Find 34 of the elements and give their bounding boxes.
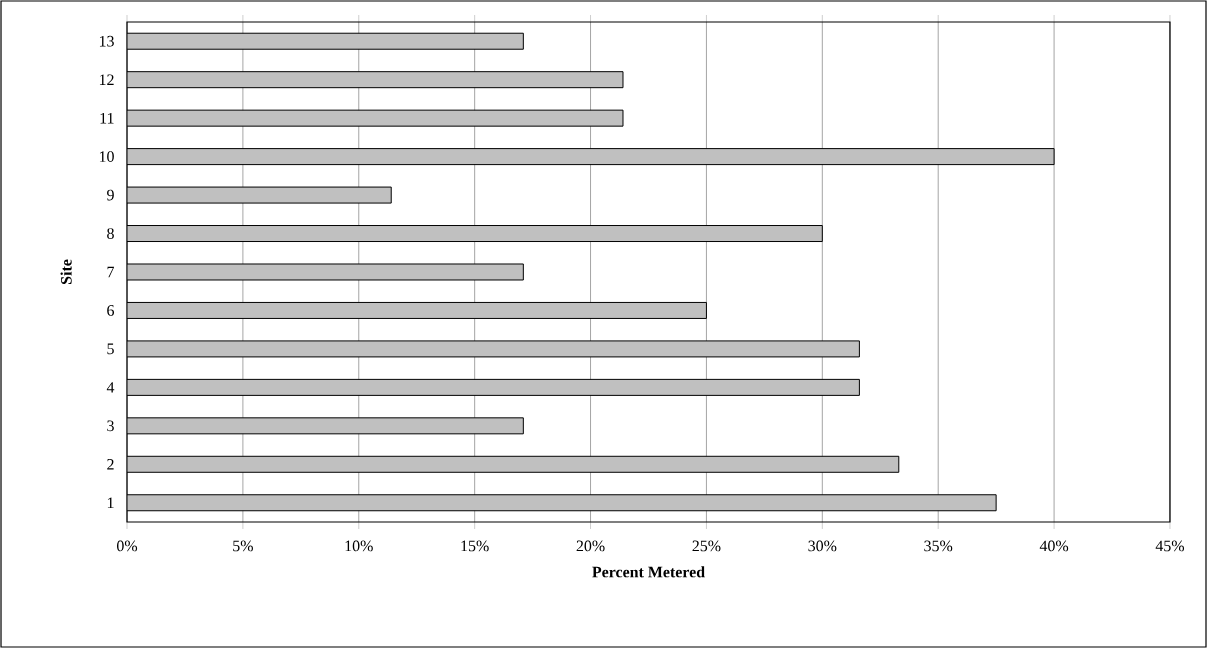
y-axis-title: Site [60, 259, 72, 284]
bar [127, 71, 624, 89]
bar [127, 417, 524, 435]
bar [127, 32, 524, 50]
y-tick-label: 11 [100, 112, 114, 124]
y-tick-label: 4 [106, 382, 115, 393]
bar [127, 301, 707, 319]
y-tick-label: 1 [107, 497, 114, 509]
y-tick-label: 12 [99, 74, 114, 85]
bar [127, 494, 997, 512]
y-tick-label: 6 [107, 305, 115, 316]
x-tick-label: 5% [233, 540, 253, 552]
x-tick-label: 40% [1039, 540, 1069, 552]
y-tick-label: 3 [107, 420, 114, 432]
x-axis-title: Percent Metered [592, 566, 705, 578]
y-tick-label: 7 [107, 266, 115, 278]
y-tick-label: 10 [99, 151, 114, 162]
bar [127, 148, 1055, 166]
bar [127, 455, 900, 473]
bar [127, 225, 823, 243]
y-tick-label: 9 [107, 189, 114, 201]
bar [127, 378, 860, 396]
x-tick-label: 20% [576, 540, 605, 552]
x-tick-label: 0% [117, 540, 138, 552]
x-tick-label: 15% [461, 540, 489, 552]
y-tick-label: 2 [107, 459, 114, 470]
y-tick-label: 8 [107, 228, 114, 239]
y-tick-label: 5 [107, 343, 114, 355]
x-tick-label: 25% [692, 540, 721, 552]
y-tick-label: 13 [99, 35, 114, 47]
x-tick-label: 30% [808, 540, 837, 552]
x-tick-label: 35% [924, 540, 953, 552]
x-tick-label: 10% [345, 540, 373, 552]
x-tick-label: 45% [1155, 540, 1185, 552]
